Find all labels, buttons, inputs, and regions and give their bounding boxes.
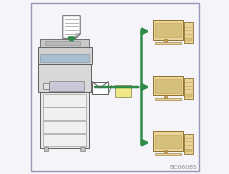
FancyBboxPatch shape	[43, 83, 49, 89]
FancyBboxPatch shape	[183, 22, 192, 43]
FancyBboxPatch shape	[43, 134, 86, 146]
FancyBboxPatch shape	[163, 150, 166, 154]
FancyBboxPatch shape	[43, 107, 86, 120]
Polygon shape	[63, 16, 80, 38]
FancyBboxPatch shape	[153, 132, 182, 151]
FancyBboxPatch shape	[153, 76, 182, 95]
FancyBboxPatch shape	[154, 98, 180, 100]
Polygon shape	[76, 34, 80, 38]
FancyBboxPatch shape	[43, 121, 86, 133]
FancyBboxPatch shape	[154, 42, 180, 44]
FancyBboxPatch shape	[153, 20, 182, 40]
FancyBboxPatch shape	[114, 85, 130, 97]
FancyBboxPatch shape	[40, 39, 89, 47]
FancyBboxPatch shape	[45, 41, 80, 45]
Text: /: /	[109, 84, 112, 93]
FancyBboxPatch shape	[184, 38, 191, 41]
FancyBboxPatch shape	[40, 92, 89, 148]
FancyBboxPatch shape	[40, 54, 89, 62]
FancyBboxPatch shape	[114, 85, 121, 87]
FancyBboxPatch shape	[154, 79, 181, 93]
FancyBboxPatch shape	[163, 39, 166, 42]
FancyBboxPatch shape	[163, 95, 166, 98]
FancyBboxPatch shape	[154, 153, 180, 155]
FancyBboxPatch shape	[90, 86, 95, 89]
FancyBboxPatch shape	[43, 94, 86, 106]
FancyBboxPatch shape	[184, 150, 191, 152]
FancyBboxPatch shape	[80, 147, 84, 151]
FancyBboxPatch shape	[183, 134, 192, 155]
FancyBboxPatch shape	[38, 64, 90, 92]
FancyBboxPatch shape	[154, 135, 181, 148]
FancyBboxPatch shape	[44, 147, 48, 151]
Text: BC06085: BC06085	[168, 165, 196, 170]
FancyBboxPatch shape	[154, 23, 181, 37]
FancyBboxPatch shape	[184, 94, 191, 97]
FancyBboxPatch shape	[92, 82, 108, 94]
FancyBboxPatch shape	[183, 78, 192, 99]
FancyBboxPatch shape	[49, 81, 83, 91]
FancyBboxPatch shape	[37, 47, 91, 64]
